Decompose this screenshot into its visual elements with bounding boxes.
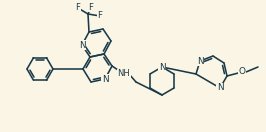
Text: N: N [217,84,223,93]
Text: N: N [102,74,108,84]
Text: NH: NH [118,70,130,79]
Text: F: F [76,4,80,13]
Text: N: N [79,41,85,50]
Text: N: N [197,56,203,65]
Text: N: N [159,62,165,72]
Text: O: O [239,67,246,77]
Text: F: F [98,11,102,20]
Text: F: F [89,3,93,11]
